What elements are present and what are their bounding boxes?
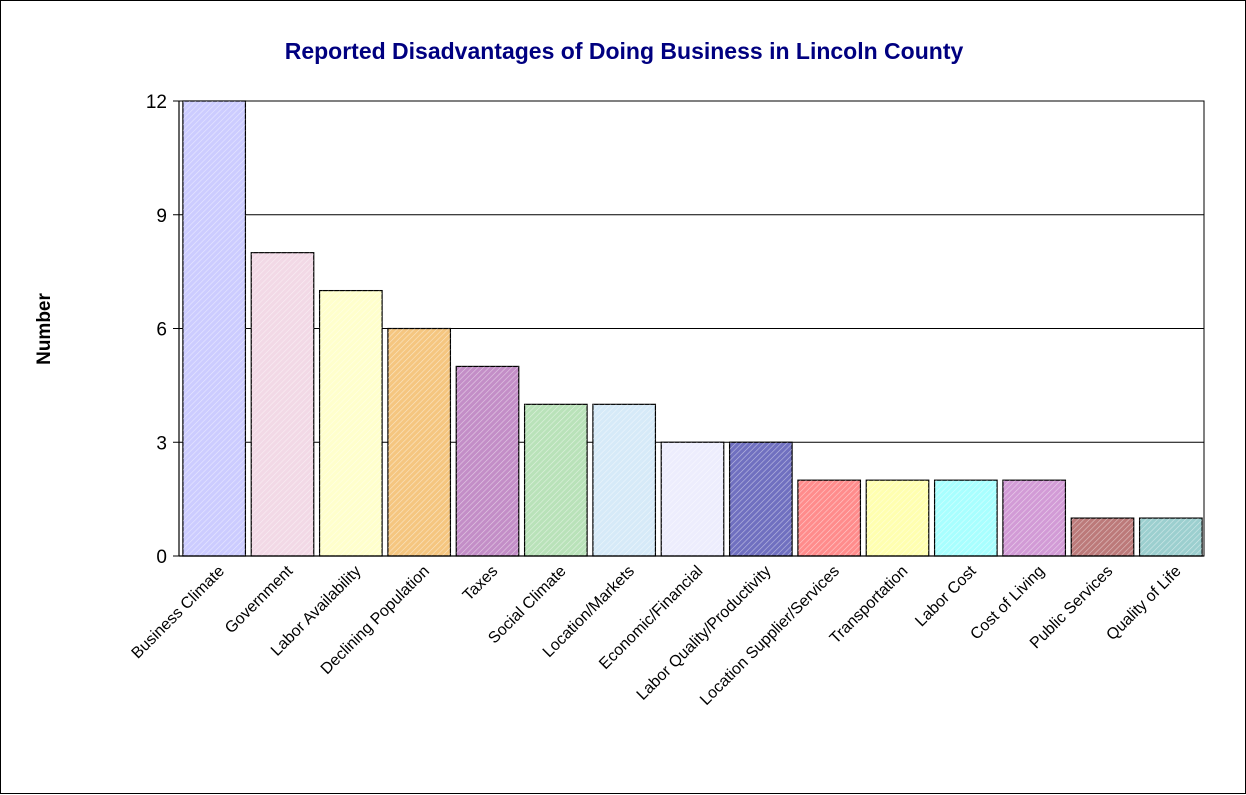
bar-hatch [182,101,246,556]
bar-hatch [387,328,451,556]
y-tick-label: 3 [156,433,167,454]
bar-hatch [1002,480,1066,556]
bar-hatch [729,442,793,556]
bar-hatch [319,290,383,556]
bar-hatch [661,442,724,556]
bar-hatch [251,252,314,556]
y-tick-label: 6 [156,320,167,341]
bar-hatch [797,480,861,556]
bar-hatch [524,404,588,556]
bar-hatch [934,480,998,556]
category-label: Labor Quality/Productivity [634,563,775,704]
bar-hatch [592,404,656,556]
chart-title: Reported Disadvantages of Doing Business… [285,38,964,64]
bar-hatch [1139,518,1203,556]
category-label: Government [222,562,297,637]
y-tick-label: 9 [156,206,167,227]
bar-hatch [456,366,519,556]
category-label: Business Climate [129,563,228,662]
category-label: Taxes [460,563,502,605]
y-tick-label: 0 [156,547,167,568]
category-label: Labor Cost [912,562,980,630]
bar-hatch [866,480,929,556]
category-label: Location Supplier/Services [697,563,843,709]
y-axis-title: Number [34,293,55,365]
bar-hatch [1071,518,1134,556]
y-tick-label: 12 [146,92,167,113]
